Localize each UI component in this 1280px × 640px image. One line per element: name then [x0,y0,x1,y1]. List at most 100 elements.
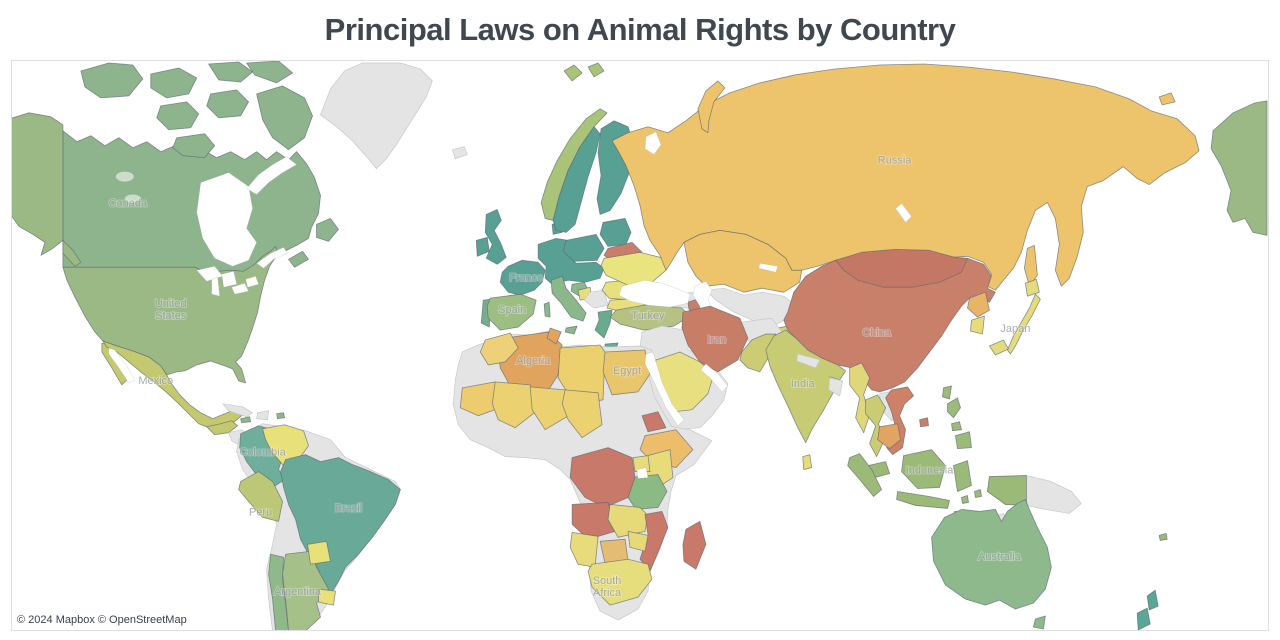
nova-scotia[interactable] [288,250,309,268]
philippines-mindanao[interactable] [955,431,972,450]
country-jamaica[interactable] [240,416,252,424]
country-tunisia[interactable] [546,327,562,345]
country-cuba[interactable] [222,403,253,418]
country-madagascar[interactable] [682,520,707,570]
indonesia-sumatra[interactable] [847,453,883,497]
country-dr-congo[interactable] [569,447,636,508]
island-wrangel[interactable] [1158,92,1176,106]
country-greenland[interactable] [320,62,433,169]
country-italy[interactable] [550,275,587,322]
country-vietnam[interactable] [885,386,914,456]
country-libya[interactable] [557,344,606,406]
country-eritrea[interactable] [641,411,667,433]
country-north-korea[interactable] [967,291,990,318]
indonesia-maluku-1[interactable] [961,495,969,504]
st-lawrence-gulf [256,247,288,269]
country-niger[interactable] [529,386,571,431]
arctic-island-baffin[interactable] [256,85,313,151]
country-nepal[interactable] [796,353,821,369]
country-south-korea[interactable] [970,315,985,335]
country-iran[interactable] [681,305,749,373]
country-ukraine[interactable] [600,251,667,286]
country-greece[interactable] [594,309,613,339]
indonesia-borneo[interactable] [901,449,946,489]
indonesia-maluku-2[interactable] [974,489,982,498]
country-namibia[interactable] [569,531,599,568]
country-peru[interactable] [238,471,283,522]
island-hispaniola[interactable] [256,410,269,421]
country-zambia[interactable] [607,504,649,538]
great-bear-lake [115,171,134,182]
map-label-spain: Spain [498,304,526,316]
country-thailand[interactable] [865,394,887,458]
indonesia-java[interactable] [896,491,950,509]
island-fiji[interactable] [1158,532,1168,541]
country-uganda[interactable] [632,455,651,472]
island-svalbard-2[interactable] [587,62,605,78]
country-bangladesh[interactable] [828,377,844,397]
map-label-japan: Japan [1000,323,1030,335]
country-australia[interactable] [931,499,1052,610]
arctic-island-ellesmere[interactable] [246,61,293,84]
country-angola[interactable] [571,502,616,540]
alaska-wrapped-copy[interactable] [1210,100,1268,236]
arctic-island-3[interactable] [208,61,254,83]
country-egypt[interactable] [602,349,651,396]
country-south-africa[interactable] [587,558,653,606]
new-zealand-north[interactable] [1146,589,1159,611]
country-chad[interactable] [561,389,603,439]
island-puerto-rico[interactable] [276,412,285,420]
alaska-panhandle[interactable] [62,239,82,267]
country-united-kingdom[interactable] [484,209,507,265]
country-taiwan[interactable] [942,385,952,400]
country-paraguay[interactable] [307,540,331,565]
country-cambodia[interactable] [877,423,901,450]
country-chile[interactable] [268,553,289,630]
arctic-island-victoria[interactable] [172,133,216,159]
country-serbia[interactable] [583,289,609,309]
island-novaya-zemlya[interactable] [697,80,726,134]
country-iceland[interactable] [451,146,468,160]
country-uruguay[interactable] [318,588,336,606]
arctic-island-2[interactable] [150,67,198,99]
indonesia-sulawesi[interactable] [953,460,972,492]
country-zimbabwe[interactable] [627,530,649,552]
country-mauritania[interactable] [459,381,501,417]
country-spain[interactable] [486,293,537,331]
map-label-brazil: Brazil [335,502,362,514]
indonesia-west-papua[interactable] [987,475,1027,506]
region-baltic-states[interactable] [599,218,632,247]
island-newfoundland[interactable] [316,218,339,242]
island-sicily[interactable] [564,325,578,335]
arctic-island-4[interactable] [156,101,200,131]
arctic-island-5[interactable] [206,89,250,119]
island-svalbard-1[interactable] [563,64,583,82]
country-morocco[interactable] [479,332,519,366]
country-brazil[interactable] [280,454,401,595]
island-tasmania[interactable] [1032,615,1046,630]
country-sri-lanka[interactable] [802,454,813,470]
japan-honshu[interactable] [1007,293,1041,355]
arctic-island-1[interactable] [80,62,144,99]
country-usa-alaska[interactable] [12,112,64,256]
map-label-colombia: Colombia [239,447,286,459]
country-myanmar[interactable] [849,362,871,434]
country-mali[interactable] [491,381,539,429]
country-france[interactable] [499,259,546,296]
japan-kyushu[interactable] [989,339,1009,356]
lake-erie [231,282,249,295]
country-poland[interactable] [562,233,605,262]
map-attribution[interactable]: © 2024 Mapbox © OpenStreetMap [12,611,196,630]
island-sardinia[interactable] [543,301,551,318]
philippines-visayas[interactable] [951,421,962,432]
japan-hokkaido[interactable] [1024,278,1040,297]
world-map-svg: Canada United States Mexico Colombia Per… [12,61,1268,630]
country-mongolia[interactable] [835,248,968,288]
country-guatemala[interactable] [206,420,239,436]
philippines-luzon[interactable] [947,397,961,419]
new-zealand-south[interactable] [1136,607,1151,630]
country-ireland[interactable] [475,236,490,257]
country-sweden[interactable] [552,126,601,233]
island-hainan[interactable] [919,417,929,428]
country-mexico[interactable] [102,340,243,430]
